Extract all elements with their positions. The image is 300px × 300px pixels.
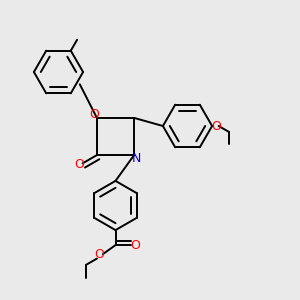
Text: O: O [90,108,99,122]
Text: O: O [211,119,220,133]
Text: O: O [74,158,84,171]
Text: O: O [130,238,140,252]
Text: O: O [94,248,104,262]
Text: N: N [132,152,141,165]
